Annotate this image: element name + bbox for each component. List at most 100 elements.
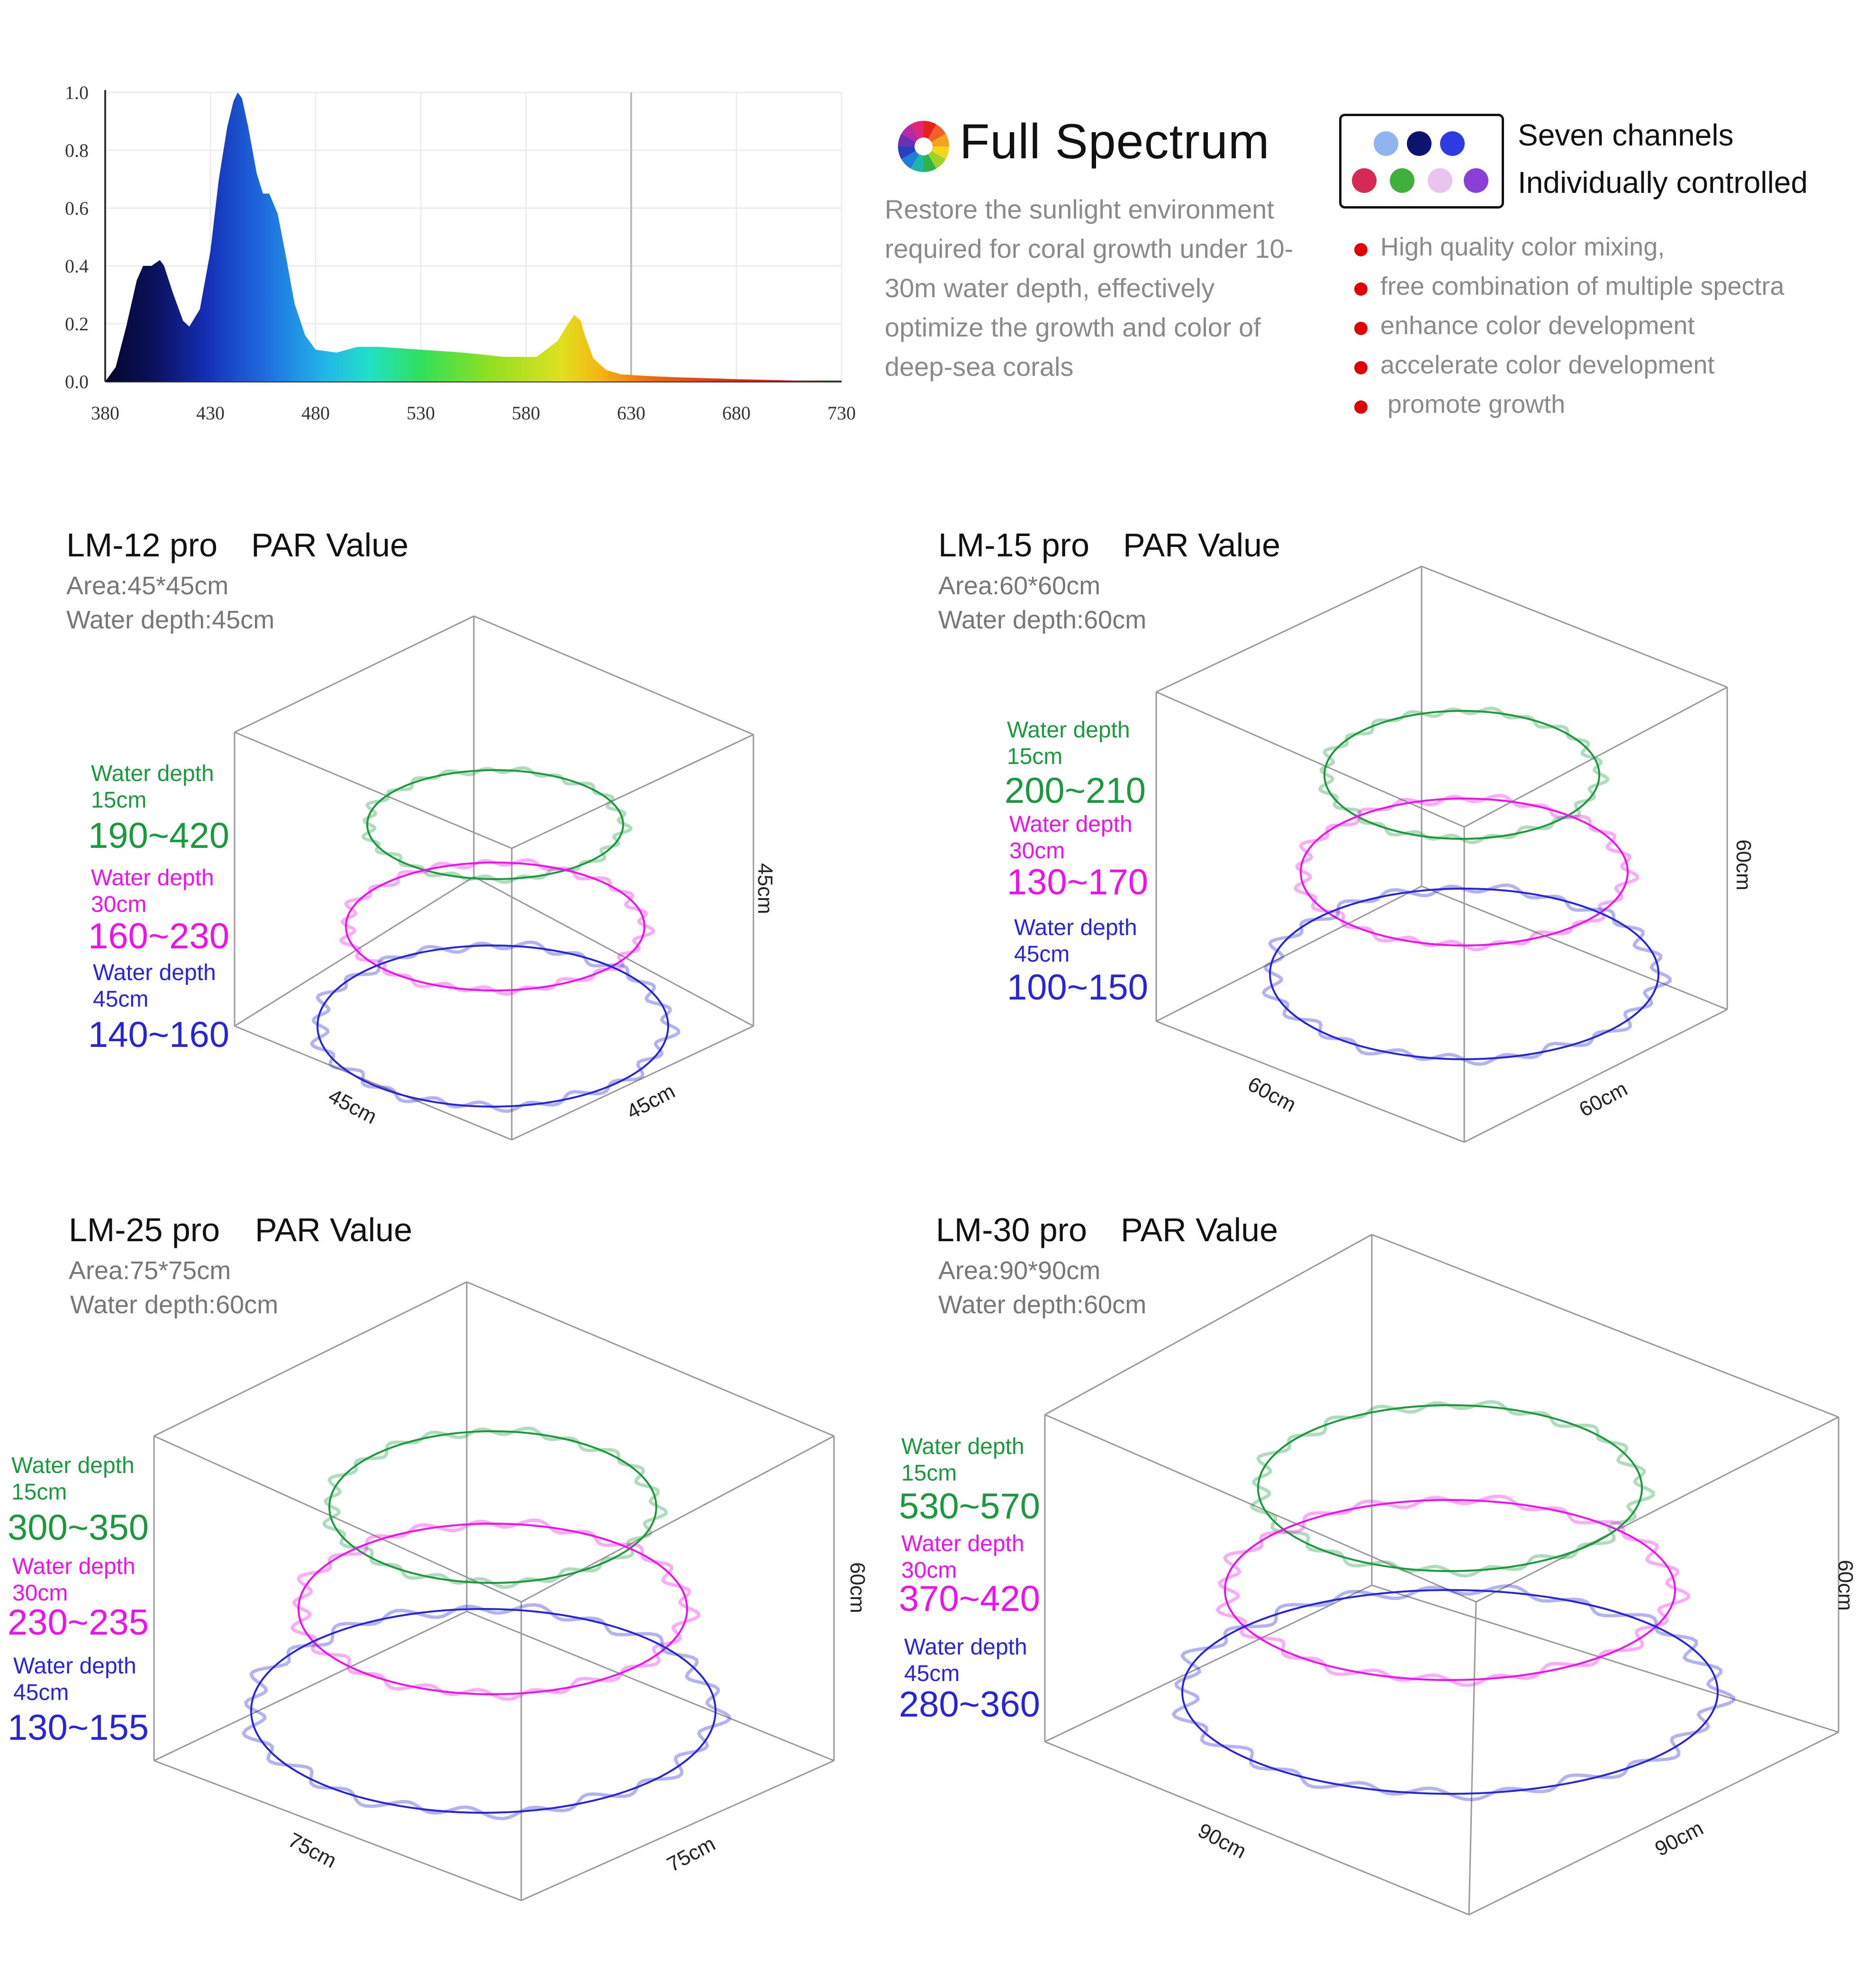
spectrum-chart: 380 430 480 530 580 630 680 730 0.0 0.2 0.4 0.6 0.8 1… [65,82,856,424]
panel-model: LM-15 pro [938,527,1090,563]
par-measured-ring [322,1426,668,1589]
bullet-dot [1354,243,1368,256]
par-ring [317,945,669,1108]
depth-label-15: Water depth 15cm [11,1453,135,1505]
channel-dot [1440,131,1465,156]
panel-par-label: PAR Value [1121,1211,1278,1248]
cube-edge [1156,885,1422,1022]
feature-item: promote growth [1380,390,1566,418]
channel-dot [1407,131,1432,156]
x-tick-label: 430 [196,402,225,424]
bullet-dot [1354,400,1368,414]
y-tick-label: 1.0 [65,82,89,103]
cube-edge [234,876,474,1027]
x-tick-label: 380 [91,402,119,424]
par-ring [1323,710,1600,840]
par-measured-ring [1261,883,1672,1066]
cube-edge [1421,885,1728,1010]
cube-edge [511,1025,754,1141]
par-measured-ring [290,1518,700,1701]
channel-dot [1390,168,1414,193]
cube-edge [1156,691,1465,828]
panel-area: Area:60*60cm [938,572,1101,600]
par-range-30: 160~230 [88,916,229,956]
par-range-15: 200~210 [1005,771,1146,811]
par-range-15: 530~570 [899,1486,1040,1527]
feature-item: accelerate color development [1380,351,1715,379]
dim-vertical: 45cm [753,863,777,914]
par-ring [366,769,624,880]
par-range-30: 370~420 [899,1579,1040,1619]
par-ring [1269,888,1659,1060]
cube-edge [1468,1731,1839,1916]
bullet-dot [1354,282,1368,296]
par-measured-ring [309,940,680,1113]
depth-label-30: Water depth 30cm [91,865,214,917]
cube-edge [1044,1741,1469,1916]
color-wheel-icon [898,121,949,172]
depth-label-45: Water depth 45cm [13,1654,136,1705]
cube-edge [1468,1601,1477,1915]
depth-label-45: Water depth 45cm [93,960,216,1012]
par-ring [1224,1499,1676,1681]
feature-item: free combination of multiple spectra [1380,272,1785,300]
full-spectrum-description: Restore the sunlight environment require… [885,194,1294,382]
y-tick-label: 0.0 [65,371,89,392]
par-ring [1300,798,1629,946]
depth-label-45: Water depth 45cm [904,1635,1027,1686]
bullet-dot [1354,361,1368,374]
channels-title: Seven channels [1518,118,1734,152]
par-ring [1257,1404,1643,1572]
channel-dot [1352,168,1377,193]
par-range-30: 130~170 [1007,862,1148,902]
channel-dot [1428,168,1452,193]
par-ring [1181,1589,1719,1795]
y-tick-label: 0.6 [65,198,89,219]
cube-edge [234,731,512,849]
par-range-45: 130~155 [8,1708,149,1748]
par-ring [345,862,645,991]
cube-edge [1371,1584,1839,1733]
panel-model: LM-25 pro [69,1211,220,1248]
cube-edge [1044,1584,1372,1743]
panel-water-depth: Water depth:60cm [938,606,1147,634]
depth-label-30: Water depth 30cm [12,1554,136,1606]
cube-edge [234,615,474,733]
par-measured-ring [339,858,655,996]
x-tick-label: 530 [407,402,435,424]
par-measured-ring [1250,1400,1655,1578]
par-range-45: 280~360 [899,1684,1040,1725]
depth-label-15: Water depth 15cm [91,761,214,813]
chart-tick-labels: 380 430 480 530 580 630 680 730 0.0 0.2 0.4 0.6 0.8 1… [65,82,856,424]
cube-edge [1464,1009,1728,1143]
par-range-15: 190~420 [88,816,229,856]
dim-vertical: 60cm [1833,1560,1857,1611]
channel-color-box [1339,114,1504,209]
cube-edge [473,615,754,736]
panel-area: Area:75*75cm [69,1256,231,1285]
panel-area: Area:90*90cm [938,1256,1101,1285]
par-range-15: 300~350 [8,1508,149,1548]
cube-edge [1044,1234,1372,1416]
cube-edge [1156,565,1422,693]
channels-subtitle: Individually controlled [1518,165,1808,200]
par-ring [250,1608,716,1814]
panel-water-depth: Water depth:60cm [70,1290,279,1319]
y-tick-label: 0.8 [65,140,89,161]
cube-edge [1156,1020,1465,1143]
panel-water-depth: Water depth:45cm [66,606,275,634]
cube-edge [1421,565,1728,688]
cube-edge [521,1760,834,1901]
par-measured-ring [1171,1584,1735,1801]
depth-label-15: Water depth 15cm [1007,718,1130,769]
par-measured-ring [241,1603,731,1820]
bullet-dot [1354,322,1368,335]
panel-par-label: PAR Value [251,527,409,563]
x-tick-label: 730 [827,402,856,424]
feature-item: enhance color development [1380,311,1695,340]
cube-edge [154,1760,522,1901]
cube-edge [466,1610,834,1762]
par-ring [328,1430,657,1584]
